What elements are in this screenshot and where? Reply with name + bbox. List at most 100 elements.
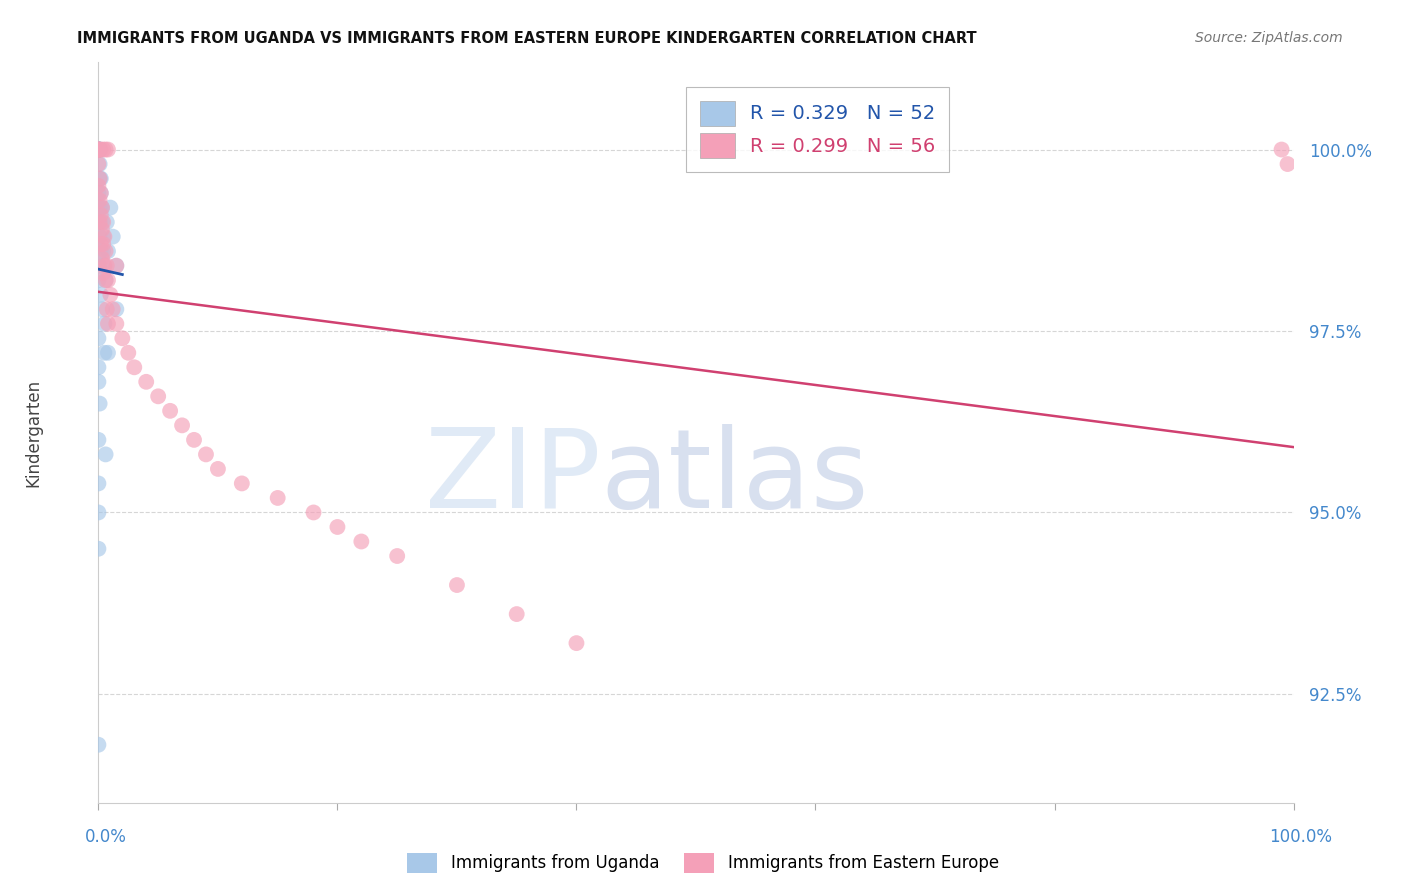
Point	[87, 273, 110, 287]
Point	[385, 549, 409, 563]
Point	[91, 222, 114, 236]
Point	[90, 208, 112, 222]
Point	[105, 259, 128, 273]
Point	[90, 201, 112, 215]
Point	[87, 506, 110, 520]
Point	[87, 186, 110, 200]
Point	[89, 143, 111, 157]
Point	[90, 236, 112, 251]
Point	[446, 578, 468, 592]
Point	[98, 287, 122, 301]
Point	[91, 266, 114, 280]
Point	[124, 360, 146, 375]
Point	[195, 447, 218, 461]
Point	[87, 143, 110, 157]
Y-axis label: Kindergarten: Kindergarten	[25, 378, 42, 487]
Point	[98, 201, 122, 215]
Point	[97, 345, 120, 359]
Point	[89, 157, 111, 171]
Point	[87, 476, 110, 491]
Point	[93, 229, 115, 244]
Point	[94, 244, 117, 259]
Point	[89, 229, 111, 244]
Point	[87, 178, 110, 193]
Point	[90, 143, 112, 157]
Point	[101, 229, 124, 244]
Point	[93, 259, 115, 273]
Point	[89, 201, 111, 215]
Text: 100.0%: 100.0%	[1270, 828, 1331, 846]
Point	[87, 143, 110, 157]
Point	[87, 201, 110, 215]
Text: 0.0%: 0.0%	[84, 828, 127, 846]
Point	[159, 404, 181, 418]
Point	[89, 194, 111, 208]
Point	[94, 447, 117, 461]
Point	[93, 345, 115, 359]
Point	[90, 244, 112, 259]
Point	[91, 215, 114, 229]
Point	[326, 520, 349, 534]
Point	[231, 476, 253, 491]
Point	[87, 259, 110, 273]
Point	[87, 143, 110, 157]
Point	[87, 143, 110, 157]
Point	[506, 607, 529, 621]
Point	[87, 375, 110, 389]
Point	[87, 143, 110, 157]
Point	[183, 433, 205, 447]
Point	[96, 302, 118, 317]
Point	[101, 302, 124, 317]
Point	[97, 317, 120, 331]
Point	[91, 236, 114, 251]
Point	[89, 171, 111, 186]
Point	[87, 157, 110, 171]
Point	[87, 143, 110, 157]
Point	[87, 143, 110, 157]
Point	[91, 215, 114, 229]
Point	[97, 273, 120, 287]
Point	[87, 331, 110, 345]
Point	[91, 143, 114, 157]
Point	[89, 143, 111, 157]
Point	[91, 252, 114, 266]
Point	[96, 259, 118, 273]
Point	[350, 534, 373, 549]
Point	[94, 273, 117, 287]
Point	[1271, 143, 1294, 157]
Point	[97, 244, 120, 259]
Point	[302, 506, 325, 520]
Text: Source: ZipAtlas.com: Source: ZipAtlas.com	[1195, 31, 1343, 45]
Point	[93, 317, 115, 331]
Text: atlas: atlas	[600, 424, 869, 531]
Legend: Immigrants from Uganda, Immigrants from Eastern Europe: Immigrants from Uganda, Immigrants from …	[401, 847, 1005, 880]
Point	[1277, 157, 1299, 171]
Point	[94, 273, 117, 287]
Text: IMMIGRANTS FROM UGANDA VS IMMIGRANTS FROM EASTERN EUROPE KINDERGARTEN CORRELATIO: IMMIGRANTS FROM UGANDA VS IMMIGRANTS FRO…	[77, 31, 977, 46]
Point	[90, 287, 112, 301]
Point	[87, 143, 110, 157]
Point	[87, 143, 110, 157]
Legend: R = 0.329   N = 52, R = 0.299   N = 56: R = 0.329 N = 52, R = 0.299 N = 56	[686, 87, 949, 172]
Point	[105, 259, 128, 273]
Point	[87, 541, 110, 556]
Point	[135, 375, 157, 389]
Text: ZIP: ZIP	[425, 424, 600, 531]
Point	[89, 259, 111, 273]
Point	[105, 302, 128, 317]
Point	[90, 186, 112, 200]
Point	[148, 389, 170, 403]
Point	[111, 331, 134, 345]
Point	[87, 143, 110, 157]
Point	[105, 317, 128, 331]
Point	[97, 143, 120, 157]
Point	[87, 143, 110, 157]
Point	[87, 143, 110, 157]
Point	[91, 201, 114, 215]
Point	[90, 171, 112, 186]
Point	[87, 215, 110, 229]
Point	[117, 345, 139, 359]
Point	[89, 215, 111, 229]
Point	[87, 433, 110, 447]
Point	[87, 738, 110, 752]
